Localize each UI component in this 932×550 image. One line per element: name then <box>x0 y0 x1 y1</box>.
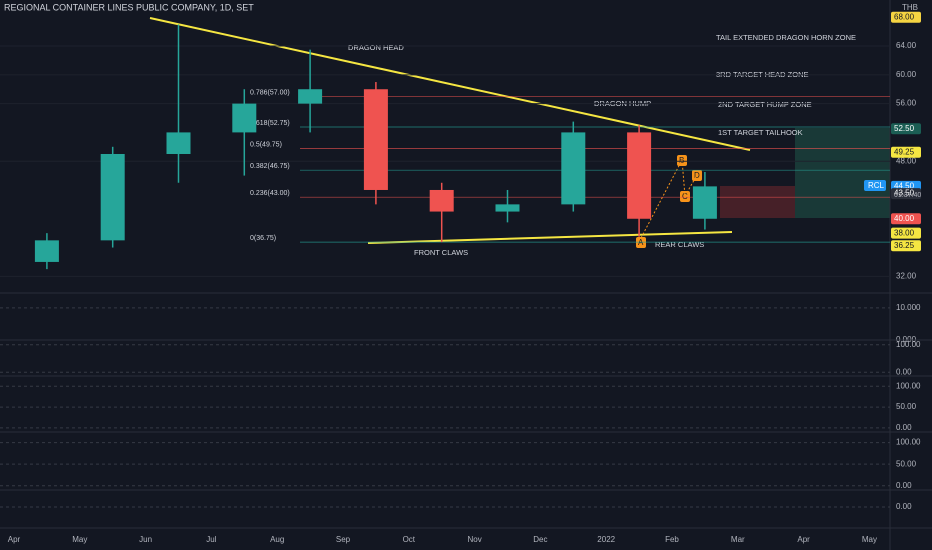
price-label: 40.00 <box>894 214 915 223</box>
y-tick-label: 56.00 <box>896 99 917 108</box>
x-tick-label: Jul <box>206 535 216 544</box>
annotation: 1ST TARGET TAILHOOK <box>718 128 803 137</box>
candle-body <box>100 153 125 241</box>
candle-body <box>495 204 520 212</box>
stop-zone <box>720 186 795 218</box>
candle-body <box>692 186 717 219</box>
y-tick-label: 60.00 <box>896 70 917 79</box>
fib-label: 0.382(46.75) <box>250 163 290 170</box>
fib-label: 0.618(52.75) <box>250 120 290 127</box>
pane-tick-label: 0.00 <box>896 423 912 432</box>
price-label: 52.50 <box>894 124 915 133</box>
currency: THB <box>902 3 918 12</box>
annotation: 2ND TARGET HUMP ZONE <box>718 100 812 109</box>
price-tag <box>891 188 921 200</box>
candle-body <box>232 103 257 133</box>
trendline <box>149 17 751 151</box>
y-tick-label: 32.00 <box>896 271 917 280</box>
price-tag <box>891 11 921 23</box>
x-tick-label: May <box>862 535 877 544</box>
price-tag <box>891 213 921 225</box>
candle-body <box>627 132 652 219</box>
price-label: 44.50 <box>894 181 915 190</box>
candle-body <box>561 132 586 205</box>
x-tick-label: Jun <box>139 535 152 544</box>
symbol-label: RCL <box>868 181 885 190</box>
x-tick-label: Apr <box>8 535 21 544</box>
pane-tick-label: 100.00 <box>896 438 921 447</box>
pattern-line <box>640 158 698 239</box>
price-tag <box>891 123 921 135</box>
x-tick-label: Dec <box>533 535 547 544</box>
price-label: 43.50 <box>894 189 915 198</box>
x-tick-label: Mar <box>731 535 745 544</box>
candle-body <box>429 189 454 212</box>
price-label: 36.25 <box>894 241 915 250</box>
pane-tick-label: 50.00 <box>896 459 917 468</box>
price-tag <box>891 146 921 158</box>
price-tag <box>891 240 921 252</box>
candle-body <box>363 89 388 190</box>
x-tick-label: Aug <box>270 535 284 544</box>
symbol-tag <box>864 180 886 191</box>
title: REGIONAL CONTAINER LINES PUBLIC COMPANY,… <box>4 2 254 12</box>
pattern-label: D <box>694 171 700 180</box>
pane-tick-label: 0.00 <box>896 481 912 490</box>
pane-tick-label: 10.000 <box>896 303 921 312</box>
x-tick-label: Sep <box>336 535 351 544</box>
price-label: 68.00 <box>894 12 915 21</box>
price-label: 49.25 <box>894 147 915 156</box>
candle-body <box>298 89 323 104</box>
pane-tick-label: 50.00 <box>896 402 917 411</box>
x-tick-label: Apr <box>797 535 810 544</box>
fib-label: 0.236(43.00) <box>250 190 290 197</box>
pane-tick-label: 100.00 <box>896 381 921 390</box>
target-zone <box>795 128 890 218</box>
y-tick-label: 64.00 <box>896 41 917 50</box>
fib-label: 0.5(49.75) <box>250 141 282 148</box>
pane-tick-label: 100.00 <box>896 340 921 349</box>
pattern-label: A <box>638 238 644 247</box>
price-tag <box>891 227 921 239</box>
x-tick-label: 2022 <box>597 535 615 544</box>
x-tick-label: Oct <box>403 535 416 544</box>
trendline <box>367 231 733 244</box>
annotation: REAR CLAWS <box>655 240 704 249</box>
candle-body <box>166 132 191 154</box>
annotation: DRAGON HEAD <box>348 43 404 52</box>
candle-body <box>34 240 59 262</box>
annotation: TAIL EXTENDED DRAGON HORN ZONE <box>716 33 856 42</box>
price-label: 38.00 <box>894 228 915 237</box>
pane-tick-label: 0.00 <box>896 502 912 511</box>
pattern-marker <box>692 170 702 181</box>
x-tick-label: Nov <box>467 535 481 544</box>
x-tick-label: Feb <box>665 535 679 544</box>
fib-label: 0(36.75) <box>250 235 276 242</box>
y-tick-label: 48.00 <box>896 156 917 165</box>
countdown: 01:37:40 <box>894 192 921 199</box>
x-tick-label: May <box>72 535 87 544</box>
fib-label: 0.786(57.00) <box>250 89 290 96</box>
pattern-marker <box>636 237 646 248</box>
annotation: FRONT CLAWS <box>414 248 468 257</box>
pane-tick-label: 0.00 <box>896 367 912 376</box>
